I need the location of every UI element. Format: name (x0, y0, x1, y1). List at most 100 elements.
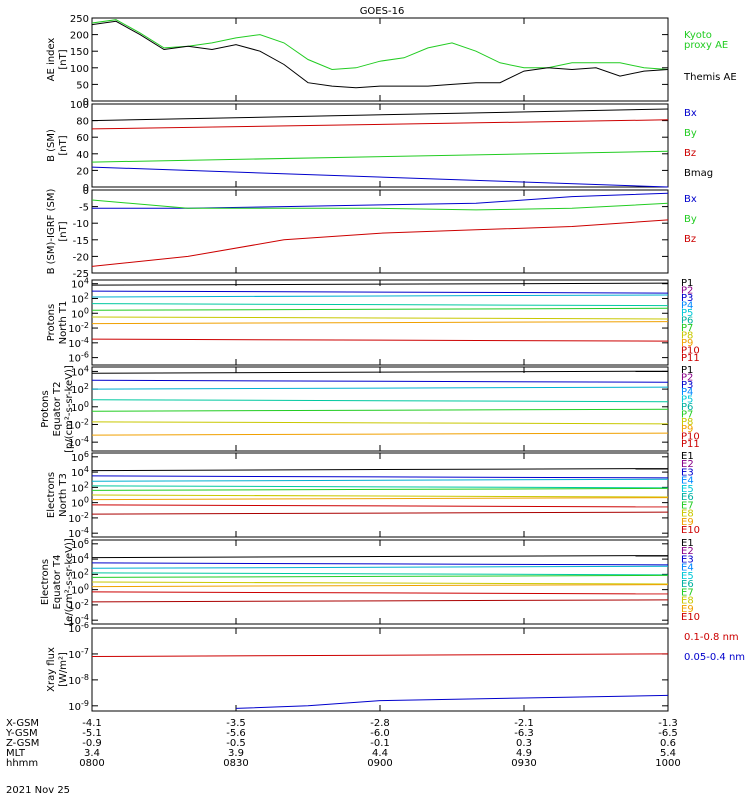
channel-line (91, 294, 669, 298)
ephemeris-value: -4.1 (82, 718, 102, 729)
y-tick-label: 102 (71, 291, 89, 305)
channel-legend-p5: P5 (681, 395, 693, 406)
y-tick-label: 0 (83, 97, 89, 108)
channel-legend-p6: P6 (681, 316, 693, 327)
ephemeris-value: -5.1 (82, 728, 102, 739)
channel-line (91, 399, 669, 403)
legend-0-1-0-8-nm: 0.1-0.8 nm (684, 632, 739, 643)
plot-frame (91, 189, 669, 274)
ephemeris-value: -2.1 (514, 718, 534, 729)
series-line-0-1-0-8-nm (91, 653, 669, 657)
channel-line (91, 303, 669, 307)
channel-legend-e3: E3 (681, 467, 694, 478)
legend-kyoto: Kyoto (684, 30, 712, 41)
ephemeris-value: -3.5 (226, 718, 246, 729)
ephemeris-row-label: X-GSM (6, 718, 39, 729)
channel-line (91, 386, 669, 390)
ephemeris-value: 0.6 (660, 738, 676, 749)
ephemeris-row-label: Y-GSM (5, 728, 38, 739)
channel-legend-e4: E4 (681, 476, 694, 487)
channel-line (91, 478, 669, 482)
channel-legend-p3: P3 (681, 293, 693, 304)
channel-legend-p9: P9 (681, 424, 693, 435)
y-tick-label: 100 (71, 306, 89, 320)
channel-line (91, 432, 669, 436)
channel-legend-p2: P2 (681, 372, 693, 383)
y-axis-label: ProtonsEquator T2[p/(cm²-s-sr-keV)] (40, 365, 75, 453)
channel-line (91, 565, 669, 569)
y-axis-label: ProtonsNorth T1 (46, 301, 69, 345)
ephemeris-value: -0.9 (82, 738, 102, 749)
channel-legend-e2: E2 (681, 459, 694, 470)
y-tick-label: 40 (76, 150, 89, 161)
channel-line (91, 485, 669, 489)
legend-bz: Bz (684, 148, 696, 159)
ephemeris-value: 1000 (655, 758, 680, 769)
channel-line (91, 338, 669, 342)
y-tick-label: 10-6 (68, 621, 89, 635)
y-tick-label: 104 (71, 465, 89, 479)
channel-legend-e9: E9 (681, 604, 694, 615)
channel-legend-e5: E5 (681, 571, 694, 582)
y-axis-label: ElectronsNorth T3 (46, 472, 69, 518)
y-tick-label: -25 (73, 269, 89, 280)
series-line-by (91, 199, 669, 211)
channel-legend-e1: E1 (681, 451, 694, 462)
channel-line (91, 421, 669, 425)
channel-line (91, 282, 669, 286)
channel-legend-p9: P9 (681, 338, 693, 349)
ephemeris-row-label: hhmm (6, 758, 38, 769)
ephemeris-value: 3.9 (228, 748, 244, 759)
channel-legend-p2: P2 (681, 286, 693, 297)
y-tick-label: 10-7 (68, 647, 89, 661)
series-line-by (91, 150, 669, 163)
ephemeris-value: -6.3 (514, 728, 534, 739)
series-line-bz (91, 219, 669, 267)
ephemeris-value: -0.1 (370, 738, 390, 749)
channel-line (91, 321, 669, 325)
channel-legend-p4: P4 (681, 387, 693, 398)
ephemeris-value: -6.0 (370, 728, 390, 739)
channel-line (91, 497, 669, 501)
plot-frame (91, 17, 669, 102)
channel-legend-p10: P10 (681, 432, 700, 443)
ephemeris-value: -0.5 (226, 738, 246, 749)
y-tick-label: 250 (70, 14, 89, 25)
channel-line (91, 599, 669, 603)
channel-legend-p10: P10 (681, 346, 700, 357)
channel-legend-p7: P7 (681, 409, 693, 420)
channel-legend-e2: E2 (681, 546, 694, 557)
channel-line (91, 591, 669, 595)
chart-panel-2: 100 80 60 40 20 0 B (SM)[nT] Bx By Bz Bmag (46, 100, 713, 194)
channel-line (91, 581, 669, 585)
legend-bx: Bx (684, 108, 697, 119)
series-line-bx (91, 166, 669, 188)
series-line-kyoto-proxy-ae (91, 19, 669, 71)
y-tick-label: -20 (73, 252, 89, 263)
chart-panel-8: 10-6 10-7 10-8 10-9 Xray flux[W/m²] 0.1-0.8 n… (46, 621, 745, 713)
ephemeris-value: -6.5 (658, 728, 678, 739)
ephemeris-value: 0800 (79, 758, 104, 769)
channel-legend-p7: P7 (681, 323, 693, 334)
legend-bmag: Bmag (684, 168, 713, 179)
channel-legend-e8: E8 (681, 596, 694, 607)
channel-legend-p11: P11 (681, 439, 700, 450)
channel-legend-e9: E9 (681, 517, 694, 528)
channel-legend-p8: P8 (681, 417, 693, 428)
channel-legend-p3: P3 (681, 380, 693, 391)
y-tick-label: 200 (70, 31, 89, 42)
channel-line (91, 475, 669, 479)
series-line-0-05-0-4-nm (235, 694, 669, 709)
channel-line (91, 316, 669, 320)
ephemeris-value: 5.4 (660, 748, 676, 759)
ephemeris-value: 0930 (511, 758, 536, 769)
legend-0-05-0-4-nm: 0.05-0.4 nm (684, 652, 745, 663)
plot-frame (91, 366, 669, 452)
y-tick-label: 50 (76, 80, 89, 91)
ephemeris-value: -2.8 (370, 718, 390, 729)
channel-line (91, 562, 669, 566)
